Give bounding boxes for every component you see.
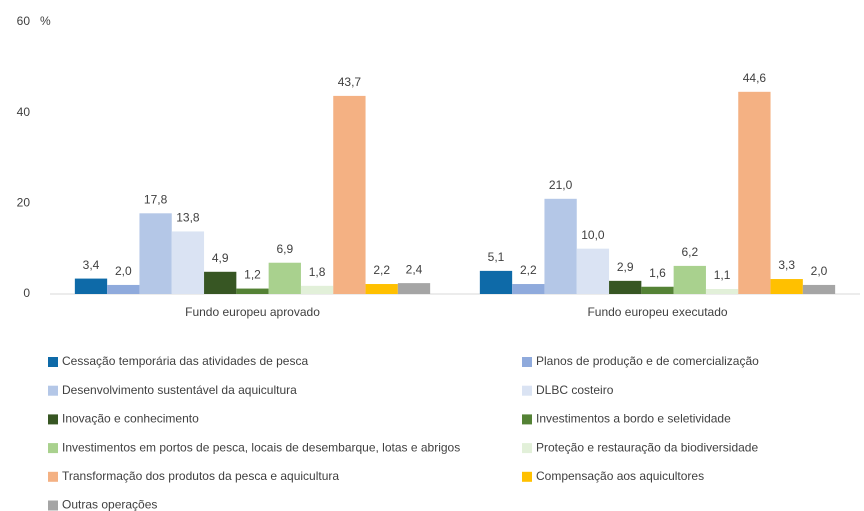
value-label: 1,2 [244,268,261,282]
bar [204,271,237,294]
legend-label: Compensação aos aquicultores [536,469,704,483]
bar [236,288,269,294]
value-label: 13,8 [176,211,200,225]
legend-swatch [48,357,58,367]
legend-swatch [522,357,532,367]
legend-label: Investimentos a bordo e seletividade [536,412,731,426]
value-label: 2,4 [406,262,423,276]
bar [139,213,172,294]
value-label: 1,6 [649,266,666,280]
legend-label: Transformação dos produtos da pesca e aq… [62,469,339,483]
value-label: 4,9 [212,251,229,265]
bar [333,95,366,294]
legend-swatch [48,471,58,482]
bar [609,280,642,294]
legend-label: DLBC costeiro [536,383,614,397]
value-label: 2,0 [811,264,828,278]
value-label: 44,6 [743,71,767,85]
legend-label: Investimentos em portos de pesca, locais… [62,440,460,454]
value-label: 1,8 [309,265,326,279]
bar [300,285,334,294]
bar [74,278,108,294]
legend-swatch [522,414,532,425]
bar [544,198,577,294]
y-tick-label: 0 [23,286,30,300]
value-label: 21,0 [549,178,573,192]
value-label: 1,1 [714,268,731,282]
bar [770,279,803,294]
y-unit: % [40,14,51,28]
value-label: 17,8 [144,192,168,206]
value-label: 6,9 [276,242,293,256]
value-label: 2,2 [520,263,537,277]
legend-label: Desenvolvimento sustentável da aquicultu… [62,383,297,397]
value-label: 2,2 [373,263,390,277]
bar [641,286,674,294]
bar [365,284,398,294]
bar [673,265,706,294]
value-label: 10,0 [581,228,605,242]
legend-label: Inovação e conhecimento [62,412,199,426]
legend-swatch [48,500,58,511]
bar [479,270,513,294]
y-tick-label: 40 [17,105,31,119]
bar [107,284,140,294]
value-label: 43,7 [338,75,362,89]
legend-label: Proteção e restauração da biodiversidade [536,440,758,454]
bar [802,284,836,294]
value-label: 6,2 [681,245,698,259]
y-tick-label: 60 [17,14,31,28]
legend-label: Cessação temporária das atividades de pe… [62,354,308,368]
bar [738,91,771,295]
value-label: 5,1 [488,250,505,264]
legend-swatch [522,471,532,482]
value-label: 3,4 [83,258,100,272]
legend-swatch [522,443,532,454]
x-tick-label: Fundo europeu executado [587,305,727,319]
bar [512,284,545,294]
y-tick-label: 20 [17,196,31,210]
legend-label: Planos de produção e de comercialização [536,354,759,368]
bar [397,283,431,294]
legend-label: Outras operações [62,498,157,511]
value-label: 2,0 [115,264,132,278]
value-label: 3,3 [778,258,795,272]
legend-swatch [522,385,532,396]
bar [576,248,610,294]
bar [705,289,739,294]
x-tick-label: Fundo europeu aprovado [185,305,320,319]
value-label: 2,9 [617,260,634,274]
legend-swatch [48,385,58,396]
legend-swatch [48,443,58,454]
bar [268,262,301,294]
bar [171,231,205,294]
legend-swatch [48,414,58,425]
